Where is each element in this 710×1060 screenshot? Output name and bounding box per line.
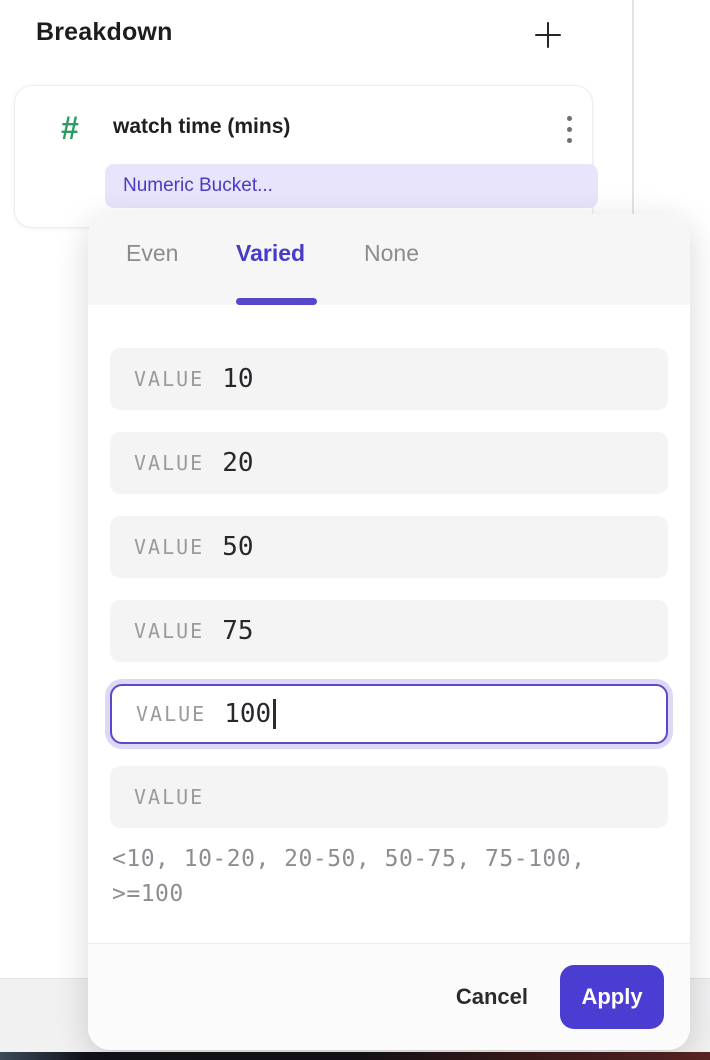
value-label: VALUE: [134, 367, 205, 391]
numeric-bucket-label: Numeric Bucket...: [123, 175, 273, 196]
value-label: VALUE: [136, 702, 207, 726]
tab-varied[interactable]: Varied: [236, 240, 306, 266]
value-label: VALUE: [134, 785, 205, 809]
value-input-row[interactable]: VALUE 10: [110, 348, 668, 410]
value-label: VALUE: [134, 451, 205, 475]
value-text: 100: [224, 699, 272, 729]
value-input-row[interactable]: VALUE 20: [110, 432, 668, 494]
numeric-bucket-pill[interactable]: Numeric Bucket...: [105, 164, 598, 208]
value-input-row[interactable]: VALUE 75: [110, 600, 668, 662]
page-title: Breakdown: [36, 18, 173, 46]
apply-button[interactable]: Apply: [560, 965, 664, 1029]
value-input-row-focused[interactable]: VALUE 100: [110, 684, 668, 744]
breakdown-card-header: # watch time (mins): [15, 110, 592, 148]
tab-even[interactable]: Even: [126, 240, 179, 266]
value-input-row[interactable]: VALUE 50: [110, 516, 668, 578]
tab-none[interactable]: None: [364, 240, 419, 266]
value-label: VALUE: [134, 619, 205, 643]
value-text: 10: [222, 364, 254, 394]
active-tab-underline: [236, 298, 317, 305]
bottom-chart-strip: [0, 1052, 710, 1060]
plus-icon: [546, 22, 550, 48]
kebab-menu-icon[interactable]: [559, 112, 581, 148]
value-text: 20: [222, 448, 254, 478]
numeric-property-icon: #: [61, 110, 79, 146]
panel-vertical-divider: [632, 0, 634, 216]
text-cursor: [273, 699, 276, 729]
cancel-button[interactable]: Cancel: [455, 984, 528, 1009]
property-name: watch time (mins): [113, 115, 291, 138]
bucket-ranges-preview: <10, 10-20, 20-50, 50-75, 75-100, >=100: [112, 846, 586, 907]
add-breakdown-button[interactable]: [530, 17, 566, 53]
bucket-config-popup: Even Varied None VALUE 10 VALUE 20 VALUE…: [88, 214, 690, 1050]
bucket-tabs-header: Even Varied None: [88, 214, 690, 305]
value-text: 50: [222, 532, 254, 562]
value-text: 75: [222, 616, 254, 646]
popup-footer: Cancel Apply: [88, 943, 690, 1050]
value-input-row-empty[interactable]: VALUE: [110, 766, 668, 828]
breakdown-card: # watch time (mins) Numeric Bucket...: [14, 85, 598, 228]
value-label: VALUE: [134, 535, 205, 559]
